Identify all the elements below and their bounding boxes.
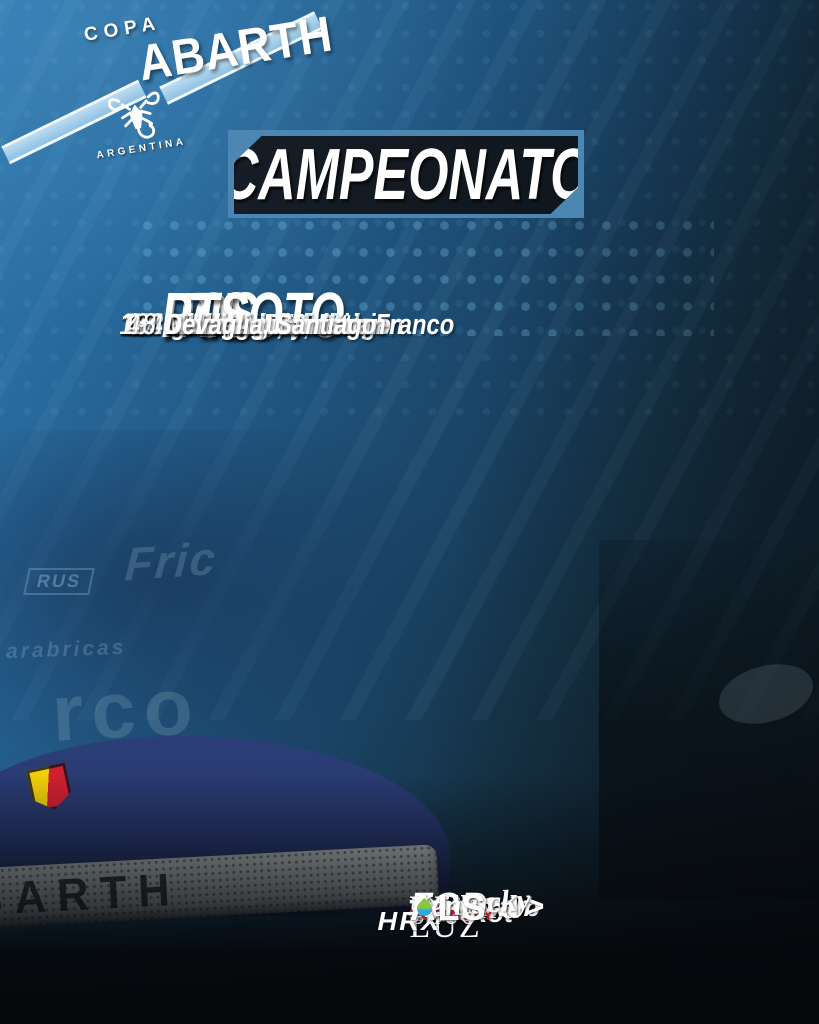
table-row: 2 Di Salvia, Tomas 148 bbox=[120, 310, 682, 367]
position-value: 8 bbox=[135, 308, 151, 341]
pilot-name: Millar, Agustin bbox=[165, 308, 327, 341]
dot-grid-band bbox=[128, 204, 714, 336]
pilot-name: Lamelas, Sebastian bbox=[165, 308, 386, 341]
points-value: 168 bbox=[119, 308, 167, 341]
table-row: 6 Bodrato Mionetto, Franco 68 bbox=[128, 310, 682, 367]
table-row: 8 Millar, Agustin 57 bbox=[128, 310, 682, 367]
rus-sponsor-decal: RUS bbox=[23, 568, 95, 595]
points-value: 114 bbox=[120, 308, 166, 341]
page-title: CAMPEONATO bbox=[221, 135, 591, 215]
position-value: 5 bbox=[135, 308, 151, 341]
points-value: 56 bbox=[127, 308, 159, 341]
sparkle-icon bbox=[409, 908, 421, 919]
position-value: 6 bbox=[135, 308, 151, 341]
parabrisas-decal: arabricas bbox=[5, 635, 127, 664]
points-value: 59 bbox=[127, 308, 159, 341]
position-value: 10 bbox=[127, 308, 159, 341]
position-value: 9 bbox=[135, 308, 151, 341]
points-value: 57 bbox=[127, 308, 159, 341]
pilot-name: Devaglia, Santiago bbox=[165, 308, 377, 341]
table-row: 9 Celia, Agustin 56 bbox=[128, 310, 682, 367]
table-row: 1 Starosielsky, Damian 168 bbox=[120, 310, 682, 367]
points-value: 148 bbox=[119, 308, 167, 341]
position-value: 7 bbox=[135, 308, 151, 341]
race-car-photo-left bbox=[0, 430, 460, 770]
points-value: 141 bbox=[119, 308, 167, 341]
copa-abarth-logo: COPA ABARTH ARGENTINA bbox=[12, 0, 337, 196]
title-banner: CAMPEONATO bbox=[234, 136, 578, 214]
points-value: 68 bbox=[127, 308, 159, 341]
position-value: 4 bbox=[135, 308, 151, 341]
table-row: 3 Iglesias, Fernando 141 bbox=[120, 310, 682, 367]
position-value: 1 bbox=[135, 308, 151, 341]
table-row: 7 Lamelas, Sebastian 59 bbox=[128, 310, 682, 367]
table-row: 4 Villaberde, Delfina 114 bbox=[121, 310, 682, 367]
scorpion-icon bbox=[107, 91, 160, 139]
position-value: 3 bbox=[135, 308, 151, 341]
pilot-name: Starosielsky, Damian bbox=[165, 308, 404, 341]
pilot-name: Buscaglia, Santiago bbox=[165, 308, 391, 341]
pilot-name: Celia, Agustin bbox=[165, 308, 323, 341]
position-value: 2 bbox=[135, 308, 151, 341]
pilot-name: Villaberde, Delfina bbox=[165, 308, 371, 341]
pilot-name: Bodrato Mionetto, Franco bbox=[165, 308, 455, 341]
pilot-name: Di Salvia, Tomas bbox=[165, 308, 354, 341]
windshield-banner-text: Fric bbox=[123, 531, 220, 591]
table-row: 10 Devaglia, Santiago 48 bbox=[128, 310, 682, 367]
table-header-row: POS PILOTO PTS bbox=[161, 279, 345, 351]
table-row: 5 Buscaglia, Santiago 84 bbox=[128, 310, 682, 367]
points-value: 48 bbox=[127, 308, 159, 341]
bottom-dark-fade bbox=[0, 774, 819, 1024]
points-value: 84 bbox=[127, 308, 159, 341]
pilot-name: Iglesias, Fernando bbox=[165, 308, 374, 341]
